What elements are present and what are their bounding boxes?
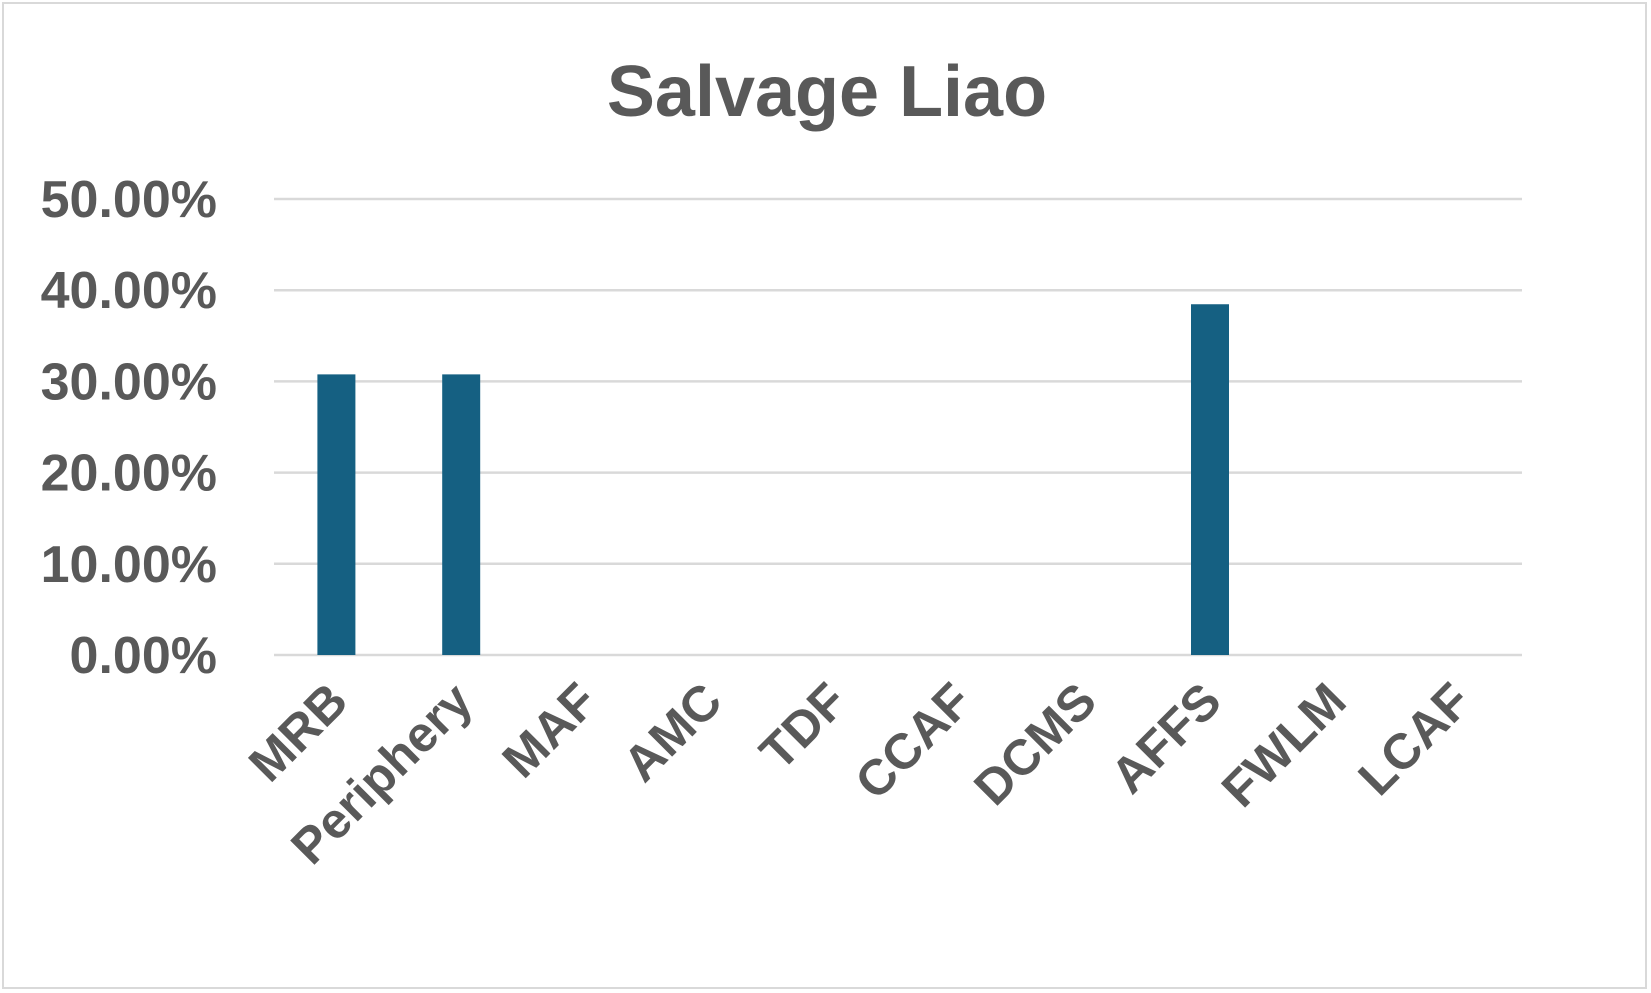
bar-periphery bbox=[442, 374, 481, 655]
y-tick-label: 40.00% bbox=[41, 262, 217, 320]
y-tick-label: 30.00% bbox=[41, 353, 217, 411]
y-axis-tick-labels: 0.00% 10.00% 20.00% 30.00% 40.00% 50.00% bbox=[41, 171, 217, 685]
x-category-label: MAF bbox=[492, 672, 608, 788]
bars bbox=[317, 304, 1229, 655]
y-tick-label: 0.00% bbox=[70, 627, 217, 685]
bar-affs bbox=[1191, 304, 1229, 655]
x-category-label: AMC bbox=[612, 672, 732, 792]
gridlines bbox=[274, 197, 1522, 657]
bar-mrb bbox=[317, 374, 356, 655]
y-tick-label: 10.00% bbox=[41, 536, 217, 594]
y-tick-label: 20.00% bbox=[41, 445, 217, 503]
x-category-label: DCMS bbox=[963, 672, 1107, 816]
bar-chart: Salvage Liao 0.00% 10.00% 20.00% 30.00% 40.0… bbox=[41, 52, 1522, 875]
x-category-label: TDF bbox=[749, 672, 857, 780]
chart-title: Salvage Liao bbox=[607, 52, 1047, 132]
x-category-label: CCAF bbox=[844, 672, 982, 810]
y-tick-label: 50.00% bbox=[41, 171, 217, 229]
x-category-label: LCAF bbox=[1348, 672, 1482, 806]
x-category-label: AFFS bbox=[1100, 672, 1232, 804]
x-category-label: FWLM bbox=[1211, 672, 1357, 818]
